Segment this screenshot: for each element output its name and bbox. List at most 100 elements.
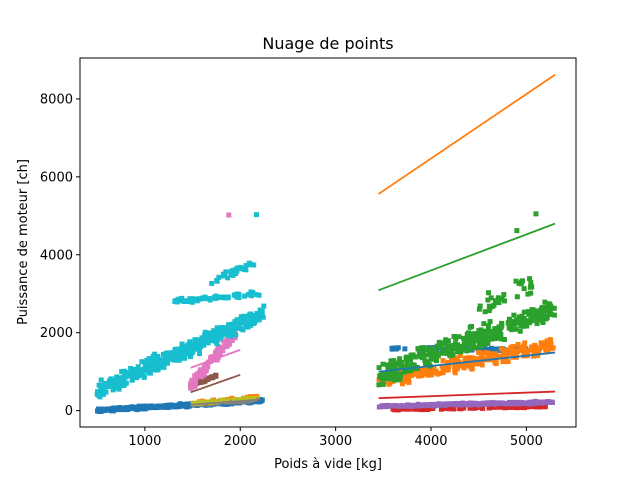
data-point — [139, 359, 145, 365]
data-point — [95, 389, 101, 395]
data-point — [452, 368, 458, 374]
data-point — [405, 402, 411, 408]
series-8-fit-line — [190, 395, 260, 403]
data-point — [518, 281, 524, 287]
data-point — [388, 362, 394, 368]
y-tick-label: 4000 — [40, 248, 73, 263]
data-point — [541, 315, 547, 321]
data-point — [253, 212, 259, 218]
data-point — [483, 330, 489, 336]
data-point — [517, 328, 523, 334]
data-point — [521, 286, 527, 292]
data-point — [540, 340, 546, 346]
data-point — [174, 347, 180, 353]
data-point — [469, 347, 475, 353]
data-point — [175, 298, 181, 304]
data-point — [238, 397, 244, 403]
data-point — [487, 319, 493, 325]
data-point — [422, 358, 428, 364]
data-point — [242, 316, 248, 322]
data-point — [545, 399, 551, 405]
data-point — [225, 295, 231, 301]
data-point — [386, 369, 392, 375]
data-point — [446, 346, 452, 352]
data-point — [548, 343, 554, 349]
data-point — [527, 399, 533, 405]
data-point — [416, 373, 422, 379]
data-point — [514, 405, 520, 411]
x-tick-label: 5000 — [510, 434, 543, 449]
data-point — [231, 330, 237, 336]
data-point — [111, 385, 117, 391]
data-point — [457, 353, 463, 359]
data-point — [228, 272, 234, 278]
y-tick-label: 2000 — [40, 326, 73, 341]
data-point — [236, 295, 242, 301]
data-point — [146, 368, 152, 374]
data-point — [521, 350, 527, 356]
data-point — [219, 324, 225, 330]
data-point — [167, 356, 173, 362]
data-point — [523, 400, 529, 406]
data-point — [250, 290, 256, 296]
data-point — [153, 361, 159, 367]
data-point — [470, 405, 476, 411]
data-point — [480, 405, 486, 411]
data-point — [207, 297, 213, 303]
data-point — [156, 360, 162, 366]
data-point — [492, 336, 498, 342]
data-point — [201, 372, 207, 378]
data-point — [400, 364, 406, 370]
data-point — [480, 330, 486, 336]
data-point — [228, 327, 234, 333]
data-point — [472, 360, 478, 366]
data-point — [199, 374, 205, 380]
data-point — [499, 321, 505, 327]
data-point — [508, 349, 514, 355]
data-point — [233, 292, 239, 298]
data-point — [205, 336, 211, 342]
data-point — [179, 344, 185, 350]
data-point — [462, 355, 468, 361]
data-point — [187, 339, 193, 345]
data-point — [453, 336, 459, 342]
data-point — [402, 346, 408, 352]
data-point — [415, 346, 421, 352]
data-point — [457, 406, 463, 412]
data-point — [540, 319, 546, 325]
data-point — [476, 360, 482, 366]
data-point — [464, 331, 470, 337]
data-point — [470, 337, 476, 343]
data-point — [201, 400, 207, 406]
data-point — [464, 348, 470, 354]
data-point — [549, 399, 555, 405]
data-point — [454, 349, 460, 355]
series-5-fit-line — [190, 373, 241, 394]
data-point — [191, 379, 197, 385]
fit-lines-layer — [97, 74, 556, 408]
data-point — [244, 322, 250, 328]
data-point — [485, 346, 491, 352]
series-6-points — [188, 212, 238, 391]
data-point — [485, 323, 491, 329]
data-point — [427, 405, 433, 411]
data-point — [232, 335, 238, 341]
data-point — [492, 326, 498, 332]
data-point — [530, 311, 536, 317]
data-point — [410, 406, 416, 412]
data-point — [236, 323, 242, 329]
data-point — [103, 380, 109, 386]
data-point — [245, 292, 251, 298]
data-point — [449, 349, 455, 355]
data-point — [543, 314, 549, 320]
data-point — [491, 352, 497, 358]
data-point — [177, 353, 183, 359]
data-point — [222, 294, 228, 300]
data-point — [208, 374, 214, 380]
plot-frame — [79, 57, 577, 428]
data-point — [519, 315, 525, 321]
data-point — [482, 345, 488, 351]
data-point — [425, 359, 431, 365]
data-point — [243, 263, 249, 269]
